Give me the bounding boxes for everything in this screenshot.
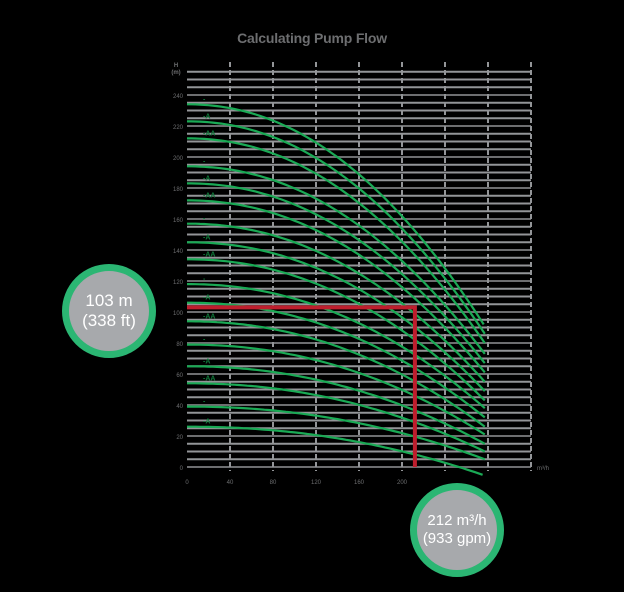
svg-text:160: 160 (173, 218, 184, 224)
svg-text:160: 160 (354, 480, 365, 486)
svg-text:200: 200 (397, 480, 408, 486)
flow-value-gpm: (933 gpm) (422, 530, 492, 547)
svg-text:-A: -A (203, 113, 210, 120)
svg-text:-: - (203, 399, 206, 406)
svg-text:-AA: -AA (203, 251, 215, 258)
svg-text:-: - (203, 96, 206, 103)
svg-text:220: 220 (173, 125, 184, 131)
svg-text:80: 80 (270, 480, 277, 486)
svg-text:200: 200 (173, 156, 184, 162)
axis-labels: 0 20 40 60 80 100 120 140 160 180 200 220 240 0 40 80 12… (171, 63, 549, 486)
svg-text:-A: -A (203, 234, 210, 241)
svg-text:80: 80 (176, 342, 183, 348)
head-value-ft: (338 ft) (82, 311, 136, 330)
svg-text:-: - (203, 158, 206, 165)
svg-text:20: 20 (176, 435, 183, 441)
svg-text:-: - (203, 216, 206, 223)
svg-text:140: 140 (173, 249, 184, 255)
svg-text:H: H (174, 63, 178, 69)
flow-annotation-bubble: 212 m³/h (933 gpm) (410, 483, 504, 577)
svg-text:120: 120 (173, 280, 184, 286)
svg-text:-AA: -AA (203, 192, 215, 199)
svg-text:240: 240 (173, 94, 184, 100)
grid (187, 62, 532, 471)
svg-text:180: 180 (173, 187, 184, 193)
svg-text:-: - (203, 337, 206, 344)
flow-value: 212 m³/h (427, 512, 487, 529)
svg-text:-A: -A (203, 419, 210, 426)
operating-point-lines (187, 305, 417, 467)
svg-text:-AA: -AA (203, 130, 215, 137)
head-annotation-bubble: 103 m (338 ft) (62, 264, 156, 358)
svg-text:40: 40 (176, 404, 183, 410)
chart-title: Calculating Pump Flow (237, 30, 387, 46)
svg-text:100: 100 (173, 311, 184, 317)
svg-text:(m): (m) (171, 70, 180, 76)
svg-text:0: 0 (185, 480, 189, 486)
svg-text:120: 120 (311, 480, 322, 486)
svg-text:m³/h: m³/h (537, 466, 549, 472)
curve-labels: - -A -AA - -A -AA - -A -AA - -A -AA - -A -AA - -A (203, 96, 215, 425)
svg-text:60: 60 (176, 373, 183, 379)
svg-text:-: - (203, 276, 206, 283)
svg-text:-A: -A (203, 358, 210, 365)
svg-text:40: 40 (227, 480, 234, 486)
svg-text:-AA: -AA (203, 313, 215, 320)
svg-text:0: 0 (180, 466, 184, 472)
head-value: 103 m (85, 291, 133, 310)
svg-text:-A: -A (203, 295, 210, 302)
svg-text:-AA: -AA (203, 375, 215, 382)
svg-text:-A: -A (203, 175, 210, 182)
